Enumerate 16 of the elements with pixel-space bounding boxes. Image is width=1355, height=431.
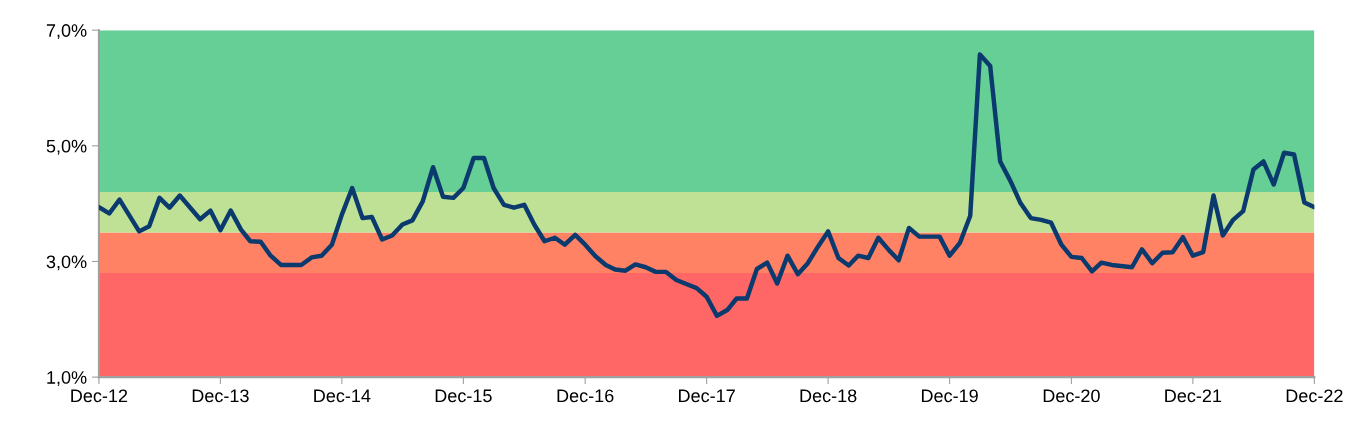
x-tick-label: Dec-13 <box>192 389 249 403</box>
x-tick-label: Dec-22 <box>1286 389 1343 403</box>
y-tick-label: 1,0% <box>47 371 87 386</box>
line-series <box>98 52 1315 319</box>
x-tick-label: Dec-14 <box>314 389 371 403</box>
y-tick-label: 3,0% <box>46 255 87 271</box>
x-tick-label: Dec-21 <box>1165 389 1222 403</box>
x-tick-label: Dec-12 <box>71 389 128 403</box>
x-tick-label: Dec-15 <box>435 389 492 403</box>
x-tick-label: Dec-16 <box>557 389 614 403</box>
x-tick-label: Dec-19 <box>921 389 978 403</box>
x-tick-label: Dec-17 <box>679 389 735 403</box>
x-tick-label: Dec-20 <box>1043 389 1100 403</box>
y-tick-label: 7,0% <box>46 24 87 40</box>
x-tick-label: Dec-18 <box>800 389 857 403</box>
y-tick-label: 5,0% <box>46 139 87 155</box>
